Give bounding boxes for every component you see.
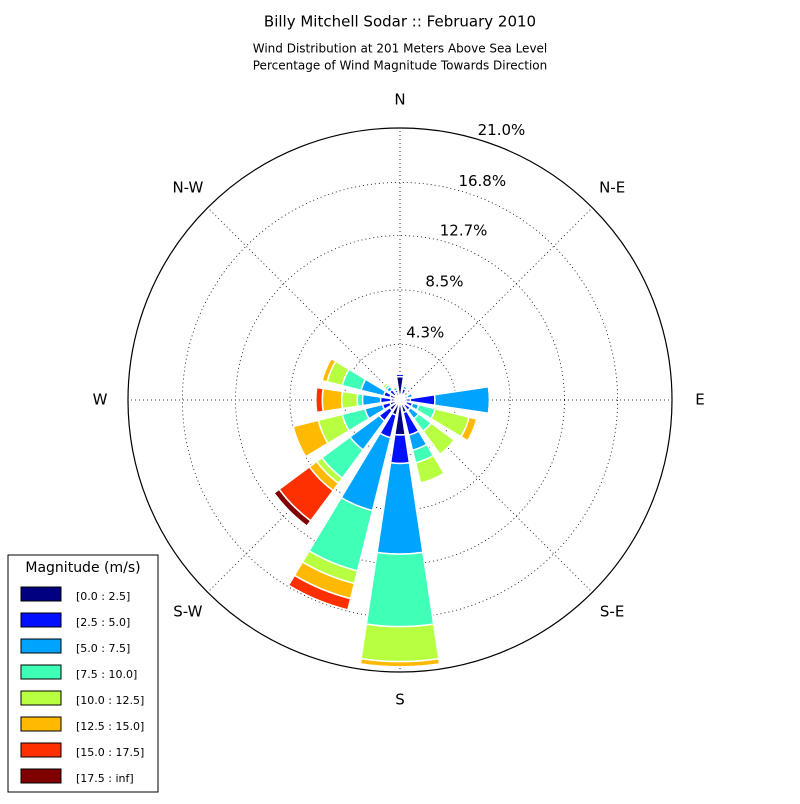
wedge-segment xyxy=(405,392,414,400)
wedge-segment xyxy=(460,416,478,442)
wedge-segment xyxy=(395,373,405,378)
direction-label: E xyxy=(695,391,704,409)
r-tick-label: 21.0% xyxy=(478,121,526,139)
wedge-segment xyxy=(321,387,344,413)
direction-label: N xyxy=(394,91,405,109)
wedge-segment xyxy=(392,386,399,393)
legend-label: [2.5 : 5.0] xyxy=(76,616,130,629)
wedge-segment xyxy=(292,419,329,458)
wedge-segment xyxy=(359,657,441,668)
direction-label: S-E xyxy=(600,603,624,621)
r-tick-label: 4.3% xyxy=(406,323,444,341)
legend-label: [15.0 : 17.5] xyxy=(76,746,144,759)
wedge-segment xyxy=(365,551,435,628)
wedge-segment xyxy=(272,488,312,528)
wedge-segment xyxy=(433,385,491,415)
legend-label: [0.0 : 2.5] xyxy=(76,590,130,603)
direction-label: S xyxy=(395,691,405,709)
r-tick-label: 8.5% xyxy=(425,272,463,290)
direction-label: S-W xyxy=(173,603,202,621)
outer-circle xyxy=(127,127,673,673)
legend-swatch xyxy=(20,586,62,602)
legend-label: [10.0 : 12.5] xyxy=(76,694,144,707)
wedge-segment xyxy=(401,385,409,392)
legend-title: Magnitude (m/s) xyxy=(25,560,140,576)
wedge-segment xyxy=(340,390,359,410)
direction-label: W xyxy=(93,391,108,409)
spoke-line xyxy=(399,207,593,401)
chart-subtitle: Wind Distribution at 201 Meters Above Se… xyxy=(253,42,548,56)
r-tick-label: 16.8% xyxy=(458,172,506,190)
legend-label: [7.5 : 10.0] xyxy=(76,668,137,681)
legend-swatch xyxy=(20,664,62,680)
grid-circle xyxy=(181,181,619,619)
legend-swatch xyxy=(20,742,62,758)
legend-swatch xyxy=(20,638,62,654)
wedge-segment xyxy=(389,433,411,465)
chart-subtitle: Percentage of Wind Magnitude Towards Dir… xyxy=(253,59,547,73)
wedge-segment xyxy=(414,454,446,484)
wedge-segment xyxy=(376,461,424,555)
direction-label: N-E xyxy=(599,178,625,196)
legend-swatch xyxy=(20,690,62,706)
legend-label: [17.5 : inf] xyxy=(76,772,134,785)
wedge-segment xyxy=(360,623,440,663)
wedge-segment xyxy=(361,393,382,407)
polar-plot: 4.3% 8.5% 12.7% 16.8% 21.0% N N-E E S-E S S-W W N-W xyxy=(93,91,705,709)
r-tick-label: 12.7% xyxy=(440,222,488,240)
legend-label: [12.5 : 15.0] xyxy=(76,720,144,733)
chart-title: Billy Mitchell Sodar :: February 2010 xyxy=(264,13,536,31)
spoke-line xyxy=(399,399,593,593)
wedge-segment xyxy=(422,422,456,456)
legend-swatch xyxy=(20,612,62,628)
wedge-segment xyxy=(315,386,325,414)
legend-swatch xyxy=(20,768,62,784)
legend-label: [5.0 : 7.5] xyxy=(76,642,130,655)
wedge-segment xyxy=(287,574,352,611)
direction-label: N-W xyxy=(172,178,203,196)
grid-circle xyxy=(235,235,565,565)
wedge-segment xyxy=(321,357,337,383)
spoke-line xyxy=(207,207,401,401)
wedge-segment xyxy=(380,380,388,388)
legend-swatch xyxy=(20,716,62,732)
legend: Magnitude (m/s) [0.0 : 2.5] [2.5 : 5.0] [5… xyxy=(7,554,159,793)
